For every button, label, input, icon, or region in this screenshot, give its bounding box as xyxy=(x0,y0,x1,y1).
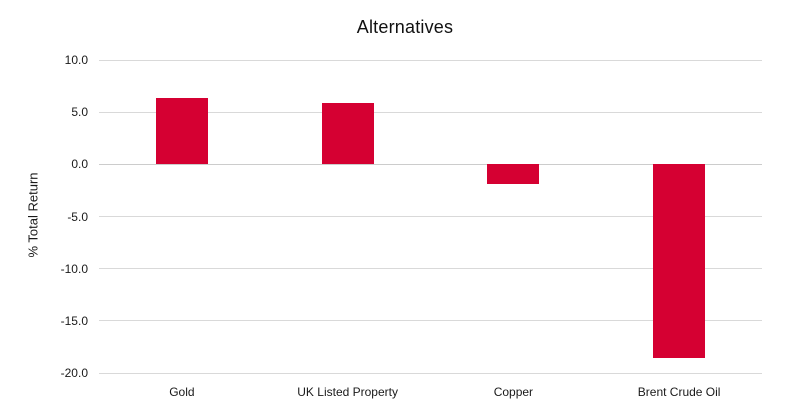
zero-gridline xyxy=(99,163,762,165)
bar-uk-listed-property xyxy=(321,102,374,165)
y-tick-label: -15.0 xyxy=(60,313,88,328)
y-tick-label: 0.0 xyxy=(71,157,88,172)
gridline xyxy=(99,111,762,113)
x-tick-label: Copper xyxy=(493,385,534,399)
chart-title: Alternatives xyxy=(356,17,454,37)
gridline xyxy=(99,216,762,217)
bar-brent-crude-oil xyxy=(653,164,706,359)
x-tick-label: Gold xyxy=(169,385,195,399)
bar-copper xyxy=(487,164,540,185)
x-tick-label: Brent Crude Oil xyxy=(637,385,721,399)
gridline xyxy=(99,372,762,374)
y-tick-label: -20.0 xyxy=(60,366,88,380)
y-tick-label: -10.0 xyxy=(60,261,88,276)
gridline xyxy=(99,320,762,322)
gridline xyxy=(99,268,762,270)
gridline xyxy=(99,59,762,61)
bar-gold xyxy=(155,97,208,165)
plot-area xyxy=(99,59,762,374)
y-tick-label: 5.0 xyxy=(71,105,88,120)
x-tick-label: UK Listed Property xyxy=(297,385,398,399)
y-tick-label: -5.0 xyxy=(67,209,88,224)
y-tick-label: 10.0 xyxy=(64,53,88,67)
